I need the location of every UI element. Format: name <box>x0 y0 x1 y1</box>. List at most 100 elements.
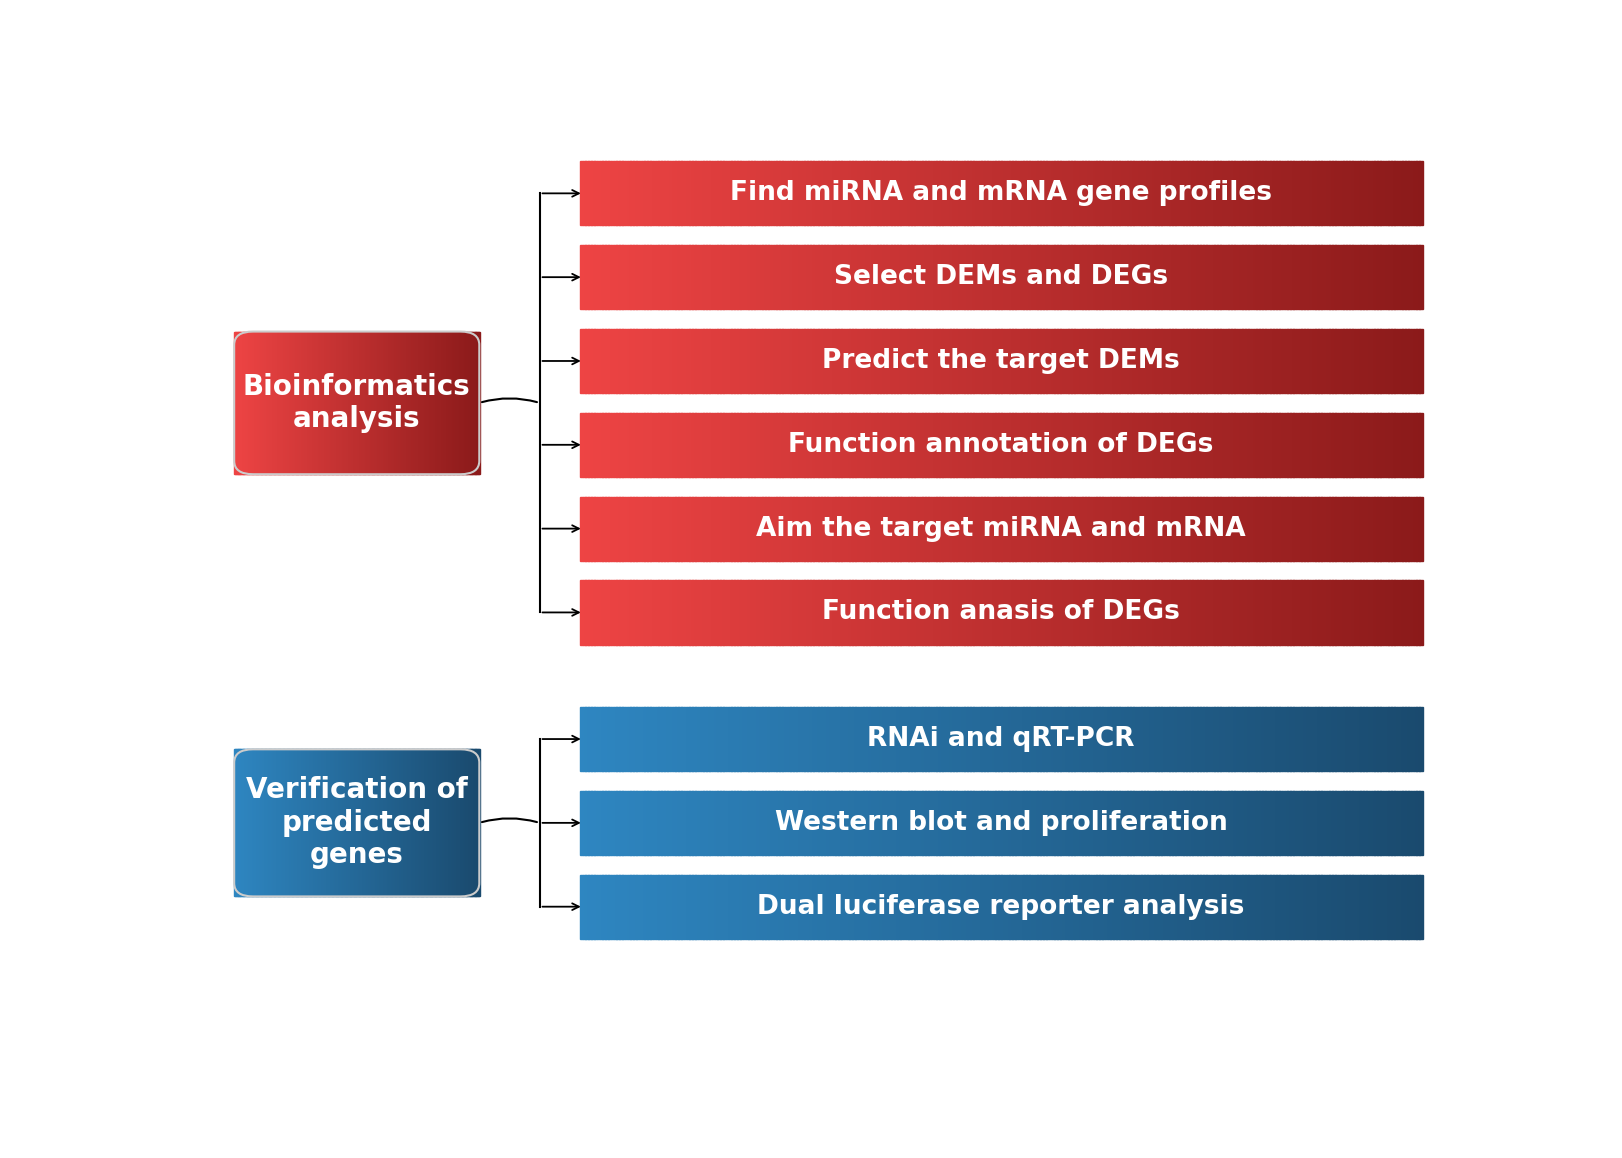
Bar <box>1019 706 1022 771</box>
Bar <box>1299 791 1302 855</box>
Bar <box>1015 412 1019 477</box>
Bar <box>1035 874 1038 939</box>
Bar <box>985 706 988 771</box>
Bar <box>805 874 808 939</box>
Bar <box>1082 791 1085 855</box>
Bar <box>912 161 915 226</box>
Bar <box>793 329 796 393</box>
Bar <box>1330 497 1333 560</box>
Bar <box>1058 706 1061 771</box>
Bar <box>1338 706 1341 771</box>
Bar <box>916 706 920 771</box>
Bar <box>1392 580 1395 645</box>
Bar <box>1054 161 1058 226</box>
Bar <box>704 329 707 393</box>
Bar <box>800 412 803 477</box>
Bar <box>1046 412 1049 477</box>
Bar <box>1332 874 1335 939</box>
Bar <box>1400 791 1403 855</box>
Bar <box>1139 412 1142 477</box>
Bar <box>628 580 631 645</box>
Bar <box>801 497 805 560</box>
Bar <box>861 580 865 645</box>
Bar <box>639 706 642 771</box>
Bar <box>920 245 923 309</box>
Bar <box>920 161 923 226</box>
Bar <box>1341 245 1345 309</box>
Bar <box>678 791 681 855</box>
Bar <box>800 497 803 560</box>
Bar <box>759 161 762 226</box>
Bar <box>1366 791 1369 855</box>
Bar <box>1307 497 1311 560</box>
Bar <box>1186 412 1189 477</box>
Bar <box>1158 161 1161 226</box>
Bar <box>881 245 884 309</box>
Bar <box>1161 161 1165 226</box>
Bar <box>1195 329 1199 393</box>
Bar <box>639 161 642 226</box>
Bar <box>779 580 783 645</box>
Bar <box>1069 580 1072 645</box>
Bar <box>1080 329 1083 393</box>
Bar <box>602 329 605 393</box>
Bar <box>1405 161 1408 226</box>
Bar <box>1277 791 1280 855</box>
Bar <box>754 791 757 855</box>
Bar <box>947 161 950 226</box>
Bar <box>1254 412 1257 477</box>
Bar <box>608 161 611 226</box>
Bar <box>1215 412 1218 477</box>
Bar <box>639 329 642 393</box>
Bar <box>650 161 654 226</box>
Bar <box>766 874 769 939</box>
Bar <box>824 161 827 226</box>
Bar <box>989 874 993 939</box>
Bar <box>1307 161 1311 226</box>
Bar <box>1071 412 1075 477</box>
Bar <box>931 791 934 855</box>
Bar <box>1405 791 1408 855</box>
Bar <box>1181 161 1184 226</box>
Bar <box>644 161 647 226</box>
Bar <box>647 580 650 645</box>
Bar <box>821 706 824 771</box>
Bar <box>777 245 780 309</box>
Bar <box>1285 329 1288 393</box>
Bar <box>965 706 968 771</box>
Bar <box>1234 580 1238 645</box>
Bar <box>1132 245 1137 309</box>
Bar <box>855 706 858 771</box>
Bar <box>1330 706 1333 771</box>
Bar <box>1335 874 1338 939</box>
Bar <box>947 412 950 477</box>
Bar <box>1074 497 1077 560</box>
Bar <box>976 580 980 645</box>
Bar <box>832 245 835 309</box>
Bar <box>1327 580 1330 645</box>
Bar <box>1088 245 1092 309</box>
Bar <box>903 161 907 226</box>
Bar <box>1144 161 1148 226</box>
Bar <box>611 161 615 226</box>
Bar <box>824 791 827 855</box>
Bar <box>1088 329 1092 393</box>
Bar <box>1069 412 1072 477</box>
Bar <box>589 706 592 771</box>
Bar <box>1004 874 1007 939</box>
Bar <box>1186 706 1189 771</box>
Bar <box>1312 161 1315 226</box>
Bar <box>959 874 962 939</box>
Bar <box>1293 161 1296 226</box>
Bar <box>1105 497 1108 560</box>
Bar <box>639 791 642 855</box>
Bar <box>770 412 774 477</box>
Bar <box>767 874 772 939</box>
Bar <box>616 412 620 477</box>
Bar <box>962 161 965 226</box>
Bar <box>840 329 845 393</box>
Bar <box>670 412 673 477</box>
Bar <box>1200 791 1204 855</box>
Bar <box>1158 580 1161 645</box>
Bar <box>1043 580 1046 645</box>
